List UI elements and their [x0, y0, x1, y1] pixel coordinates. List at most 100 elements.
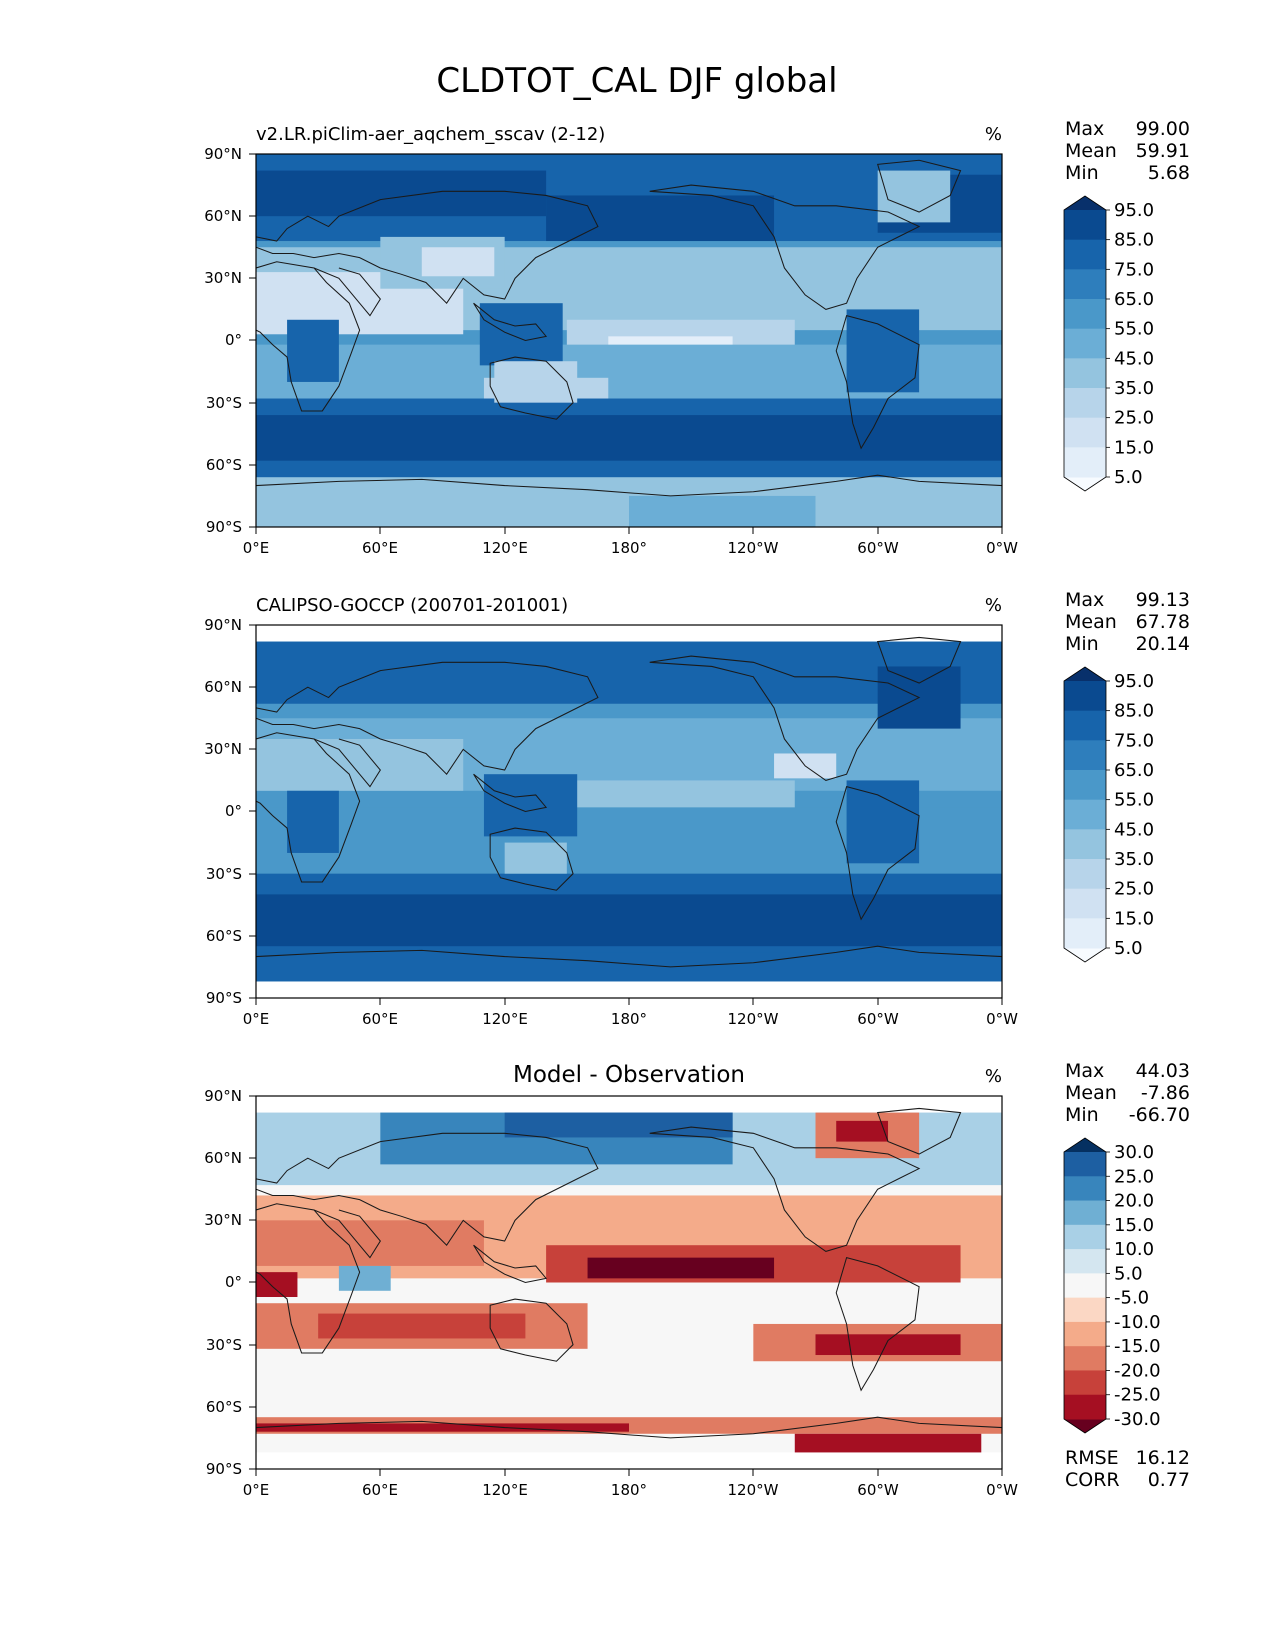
colorbar-swatch	[1064, 888, 1106, 919]
ytick-label: 0°	[225, 1273, 242, 1291]
colorbar-swatch	[1064, 210, 1106, 241]
ytick-label: 30°S	[206, 865, 242, 883]
colorbar-label: 85.0	[1114, 701, 1154, 722]
ytick-label: 30°N	[204, 740, 242, 758]
colorbar-extend-top	[1064, 1138, 1106, 1152]
colorbar-swatch	[1064, 859, 1106, 890]
colorbar-label: 35.0	[1114, 849, 1154, 870]
colorbar-swatch	[1064, 239, 1106, 270]
stat-mean-label: Mean	[1065, 1082, 1117, 1104]
diff-field	[256, 1112, 1002, 1453]
stat-min-value: 5.68	[1148, 162, 1190, 184]
panel-obs-units: %	[985, 595, 1002, 616]
panel-diff-stats: Max 44.03 Mean -7.86 Min -66.70 RMSE 16.…	[1065, 1060, 1190, 1491]
xtick-label: 0°E	[243, 539, 270, 557]
panel-model-map	[256, 154, 1002, 527]
colorbar-label: 45.0	[1114, 819, 1154, 840]
colorbar-label: 55.0	[1114, 319, 1154, 340]
stat-mean-label: Mean	[1065, 611, 1117, 633]
colorbar-label: 75.0	[1114, 730, 1154, 751]
stat-min-label: Min	[1065, 162, 1099, 184]
colorbar-label: 55.0	[1114, 790, 1154, 811]
figure-title: CLDTOT_CAL DJF global	[436, 61, 837, 101]
stat-min-value: 20.14	[1136, 633, 1190, 655]
ytick-label: 30°N	[204, 1211, 242, 1229]
ytick-label: 90°S	[206, 1460, 242, 1478]
colorbar-label: 65.0	[1114, 289, 1154, 310]
colorbar-swatch	[1064, 770, 1106, 801]
colorbar-swatch	[1064, 447, 1106, 478]
stat-mean-value: 67.78	[1136, 611, 1190, 633]
xtick-label: 120°E	[482, 1481, 528, 1499]
ytick-label: 0°	[225, 331, 242, 349]
panel-model-title: v2.LR.piClim-aer_aqchem_sscav (2-12)	[256, 124, 605, 145]
colorbar-label: 20.0	[1114, 1191, 1154, 1212]
colorbar-extend-bottom	[1064, 948, 1106, 962]
ytick-label: 30°N	[204, 269, 242, 287]
xtick-label: 180°	[611, 539, 647, 557]
xtick-label: 180°	[611, 1010, 647, 1028]
colorbar-swatch	[1064, 1273, 1106, 1299]
colorbar-label: 95.0	[1114, 671, 1154, 692]
colorbar-label: 15.0	[1114, 908, 1154, 929]
xtick-label: 60°W	[857, 1481, 899, 1499]
xtick-label: 120°W	[728, 1481, 779, 1499]
ytick-label: 90°N	[204, 616, 242, 634]
ytick-label: 60°S	[206, 1398, 242, 1416]
colorbar-label: 85.0	[1114, 230, 1154, 251]
model-coastlines	[256, 159, 1002, 497]
colorbar-extend-top	[1064, 667, 1106, 681]
colorbar-swatch	[1064, 328, 1106, 359]
colorbar-swatch	[1064, 1200, 1106, 1226]
stat-max-value: 99.00	[1136, 118, 1190, 140]
panel-obs-title: CALIPSO-GOCCP (200701-201001)	[256, 595, 568, 616]
ytick-label: 90°N	[204, 1087, 242, 1105]
obs-field	[256, 641, 1002, 982]
stat-max-value: 44.03	[1136, 1060, 1190, 1082]
xtick-label: 120°W	[728, 539, 779, 557]
colorbar-label: 5.0	[1114, 1263, 1143, 1284]
colorbar-swatch	[1064, 299, 1106, 330]
panel-diff-yticks: 90°N 60°N 30°N 0° 30°S 60°S 90°S	[204, 1087, 256, 1478]
xtick-label: 120°W	[728, 1010, 779, 1028]
panel-obs: CALIPSO-GOCCP (200701-201001) %	[204, 589, 1190, 1028]
panel-model: v2.LR.piClim-aer_aqchem_sscav (2-12) %	[204, 118, 1190, 557]
xtick-label: 180°	[611, 1481, 647, 1499]
stat-mean-value: -7.86	[1141, 1082, 1190, 1104]
colorbar-label: 15.0	[1114, 1215, 1154, 1236]
panel-diff-title: Model - Observation	[513, 1062, 745, 1088]
stat-mean-value: 59.91	[1136, 140, 1190, 162]
colorbar-swatch	[1064, 1346, 1106, 1371]
stat-max-label: Max	[1065, 118, 1104, 140]
panel-obs-yticks: 90°N 60°N 30°N 0° 30°S 60°S 90°S	[204, 616, 256, 1007]
ytick-label: 60°S	[206, 456, 242, 474]
model-field	[256, 154, 1002, 527]
colorbar-label: 65.0	[1114, 760, 1154, 781]
panel-obs-xticks: 0°E 60°E 120°E 180° 120°W 60°W 0°W	[243, 998, 1018, 1028]
panel-obs-map	[256, 636, 1002, 982]
xtick-label: 0°E	[243, 1481, 270, 1499]
colorbar-label: -10.0	[1114, 1312, 1161, 1333]
panel-model-stats: Max 99.00 Mean 59.91 Min 5.68	[1065, 118, 1190, 184]
ytick-label: 0°	[225, 802, 242, 820]
ytick-label: 30°S	[206, 394, 242, 412]
colorbar-extend-bottom	[1064, 1419, 1106, 1433]
xtick-label: 60°W	[857, 539, 899, 557]
colorbar-swatch	[1064, 269, 1106, 300]
ytick-label: 90°S	[206, 989, 242, 1007]
ytick-label: 90°N	[204, 145, 242, 163]
colorbar-label: 25.0	[1114, 879, 1154, 900]
colorbar-label: 5.0	[1114, 938, 1143, 959]
ytick-label: 60°S	[206, 927, 242, 945]
stat-corr-value: 0.77	[1148, 1469, 1190, 1491]
colorbar-swatch	[1064, 1370, 1106, 1396]
colorbar-label: -5.0	[1114, 1288, 1149, 1309]
stat-corr-label: CORR	[1065, 1469, 1120, 1491]
colorbar-label: 45.0	[1114, 348, 1154, 369]
xtick-label: 60°E	[362, 1481, 398, 1499]
xtick-label: 0°W	[986, 1010, 1018, 1028]
stat-rmse-label: RMSE	[1065, 1447, 1119, 1469]
colorbar-label: 25.0	[1114, 1166, 1154, 1187]
panel-model-units: %	[985, 124, 1002, 145]
